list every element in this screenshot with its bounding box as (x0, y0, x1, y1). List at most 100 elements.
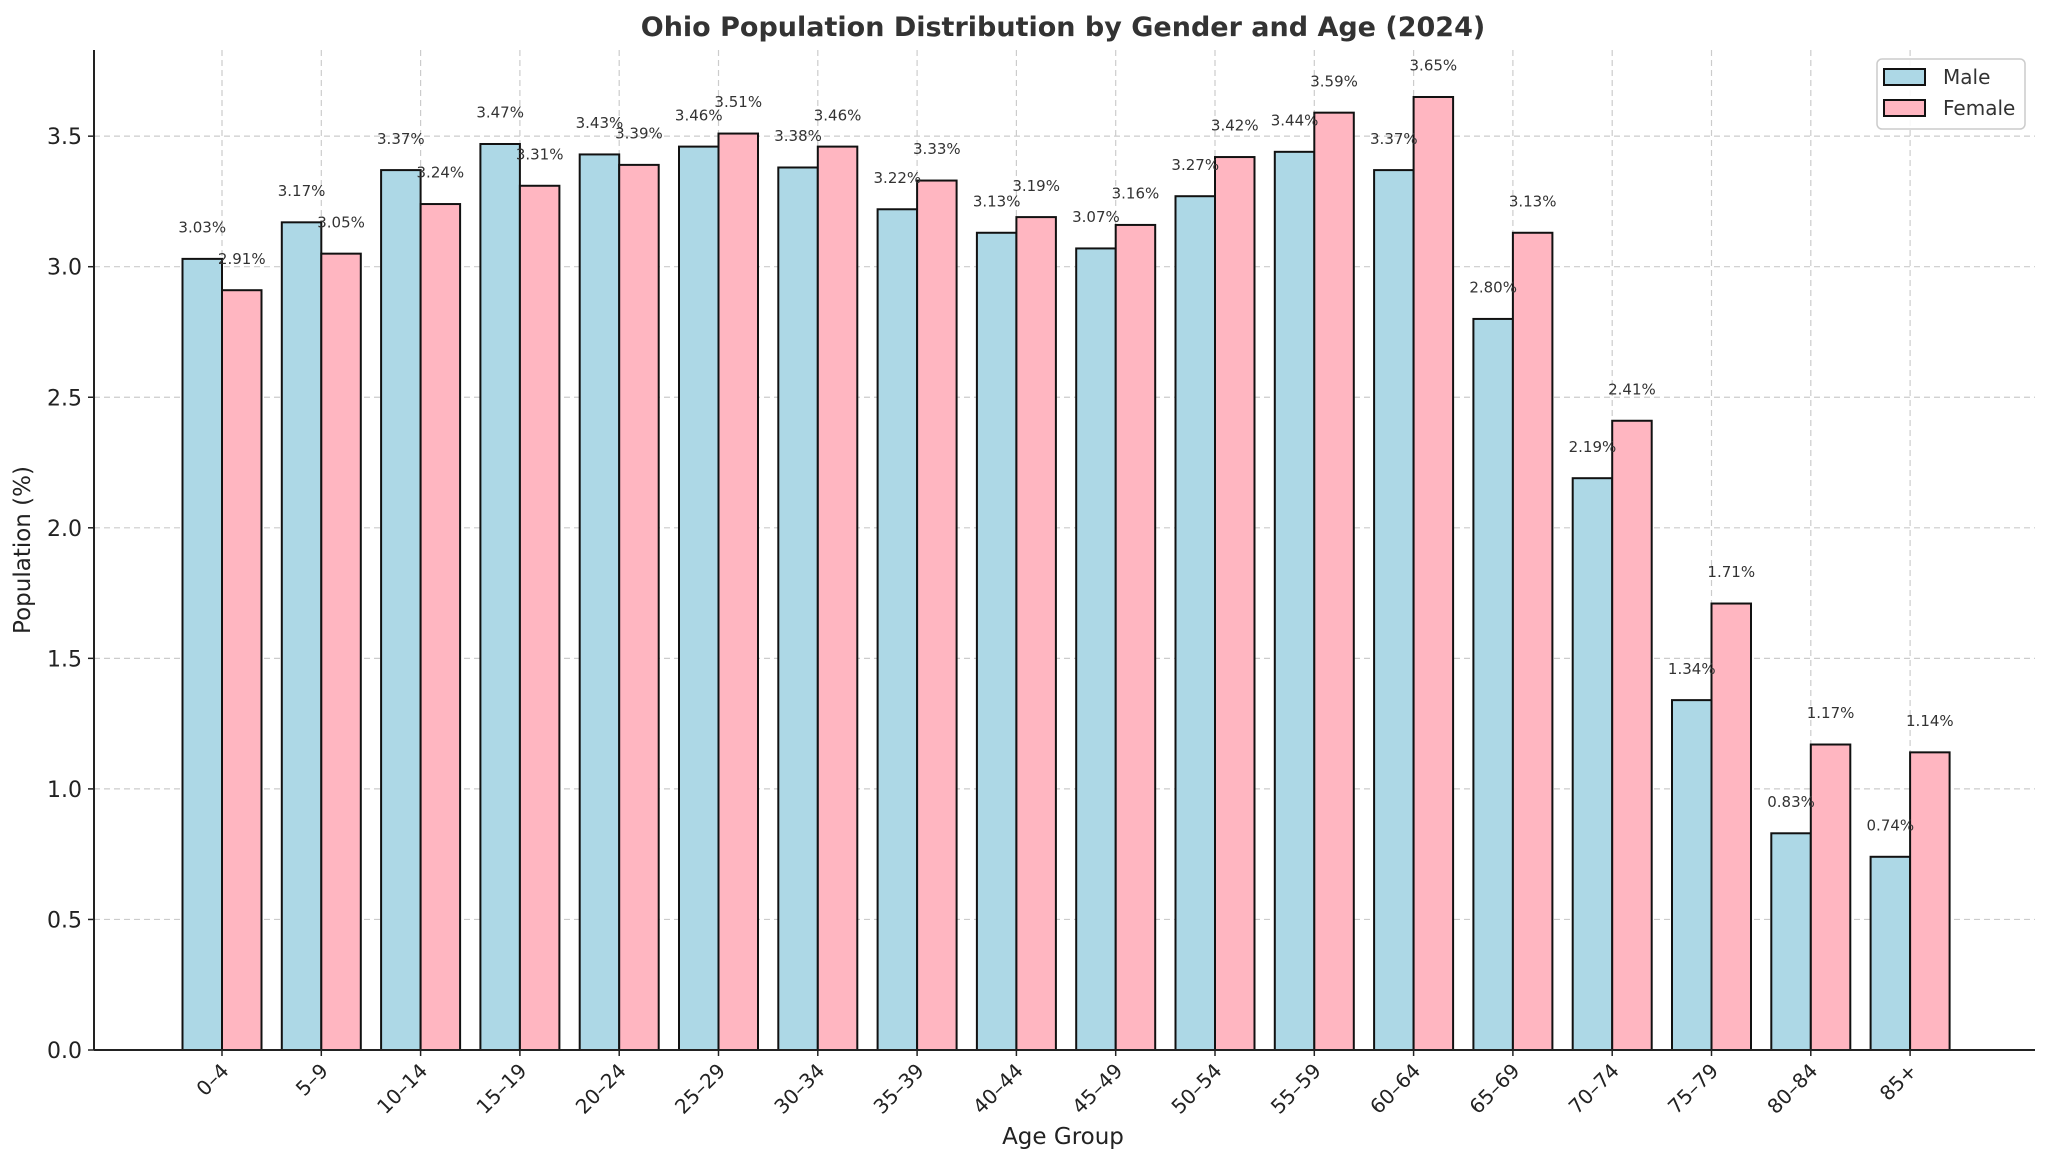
data-label: 3.39% (615, 125, 663, 143)
x-tick-label: 80–84 (1762, 1059, 1822, 1119)
data-label: 3.05% (317, 213, 365, 231)
x-tick-label: 35–39 (869, 1059, 929, 1119)
bar-male (1671, 699, 1713, 1051)
bar-female (717, 132, 759, 1052)
data-label: 1.34% (1668, 660, 1716, 678)
data-label: 3.46% (675, 106, 723, 124)
bar-female (419, 203, 462, 1051)
data-label: 3.42% (1211, 117, 1259, 135)
legend-swatch-male (1883, 68, 1926, 86)
x-tick-label: 15–19 (471, 1059, 531, 1119)
bar-male (975, 231, 1018, 1051)
x-tick-label: 20–24 (571, 1059, 631, 1119)
x-tick-label: 65–69 (1464, 1059, 1524, 1119)
bar-male (1571, 477, 1614, 1051)
x-tick-label: 55–59 (1266, 1059, 1326, 1119)
bar-male (1273, 150, 1316, 1051)
data-label: 3.19% (1012, 177, 1060, 195)
chart-title: Ohio Population Distribution by Gender a… (641, 12, 1485, 43)
bar-male (181, 257, 223, 1052)
x-tick-label: 40–44 (968, 1059, 1028, 1119)
data-label: 1.17% (1807, 704, 1855, 722)
data-label: 3.51% (714, 93, 762, 111)
data-label: 2.80% (1469, 279, 1517, 297)
bar-male (1075, 247, 1117, 1052)
bar-female (1313, 111, 1355, 1051)
data-label: 3.31% (516, 145, 564, 163)
y-tick-label: 1.0 (47, 778, 82, 803)
y-tick-label: 3.0 (47, 256, 82, 281)
bar-male (280, 221, 323, 1052)
data-label: 3.24% (417, 164, 465, 182)
y-tick-label: 0.0 (47, 1039, 82, 1064)
bar-female (916, 179, 958, 1052)
data-label: 3.13% (973, 192, 1021, 210)
data-label: 3.22% (874, 169, 922, 187)
bar-male (1373, 169, 1415, 1051)
data-label: 3.17% (278, 182, 326, 200)
legend: Male Female (1876, 58, 2026, 130)
x-tick-label: 10–14 (372, 1059, 432, 1119)
bar-male (479, 142, 521, 1052)
bar-female (1511, 231, 1554, 1051)
x-tick-label: 75–79 (1663, 1059, 1723, 1119)
bar-female (816, 145, 859, 1051)
bar-female (320, 252, 362, 1052)
data-label: 2.19% (1569, 438, 1617, 456)
x-tick-label: 25–29 (670, 1059, 730, 1119)
bar-female (1114, 223, 1157, 1051)
bar-female (1909, 751, 1951, 1051)
data-label: 1.14% (1906, 712, 1954, 730)
bar-male (678, 145, 720, 1051)
data-label: 3.37% (377, 130, 425, 148)
bar-female (1214, 156, 1256, 1051)
x-tick-label: 5–9 (291, 1059, 333, 1101)
data-label: 3.13% (1509, 192, 1557, 210)
bar-male (380, 169, 422, 1051)
x-tick-label: 45–49 (1067, 1059, 1127, 1119)
bar-female (518, 184, 561, 1051)
bar-male (1472, 317, 1514, 1051)
bar-female (1809, 743, 1852, 1051)
data-label: 3.59% (1310, 72, 1358, 90)
bar-male (578, 153, 621, 1051)
y-tick-label: 2.0 (47, 517, 82, 542)
data-label: 3.65% (1410, 57, 1458, 75)
y-tick-label: 3.5 (47, 125, 82, 150)
y-tick-label: 0.5 (47, 908, 82, 933)
data-label: 0.74% (1867, 816, 1915, 834)
bar-male (1869, 855, 1912, 1051)
data-label: 3.43% (576, 114, 624, 132)
legend-label: Female (1943, 96, 2015, 120)
legend-swatch-female (1883, 99, 1926, 117)
data-label: 3.33% (913, 140, 961, 158)
y-tick-label: 1.5 (47, 647, 82, 672)
data-label: 3.38% (774, 127, 822, 145)
x-axis-label: Age Group (1002, 1124, 1124, 1150)
y-tick-label: 2.5 (47, 386, 82, 411)
bar-male (1770, 832, 1812, 1051)
x-tick-label: 50–54 (1166, 1059, 1226, 1119)
y-axis-label: Population (%) (10, 466, 36, 634)
data-label: 3.16% (1112, 185, 1160, 203)
bar-male (777, 166, 819, 1051)
bar-female (1412, 95, 1455, 1052)
bar-female (1015, 216, 1057, 1052)
bar-male (1174, 195, 1216, 1051)
x-tick-label: 0–4 (191, 1059, 233, 1101)
x-tick-label: 60–64 (1365, 1059, 1425, 1119)
bar-female (618, 163, 660, 1051)
data-label: 1.71% (1707, 563, 1755, 581)
bar-male (876, 208, 919, 1052)
data-label: 0.83% (1767, 793, 1815, 811)
data-label: 3.37% (1370, 130, 1418, 148)
legend-label: Male (1943, 65, 1990, 89)
bar-female (1710, 602, 1752, 1051)
data-label: 3.27% (1171, 156, 1219, 174)
x-tick-label: 30–34 (769, 1059, 829, 1119)
data-label: 3.47% (476, 104, 524, 122)
data-label: 3.07% (1072, 208, 1120, 226)
data-label: 3.03% (178, 219, 226, 237)
bar-female (1611, 419, 1653, 1051)
